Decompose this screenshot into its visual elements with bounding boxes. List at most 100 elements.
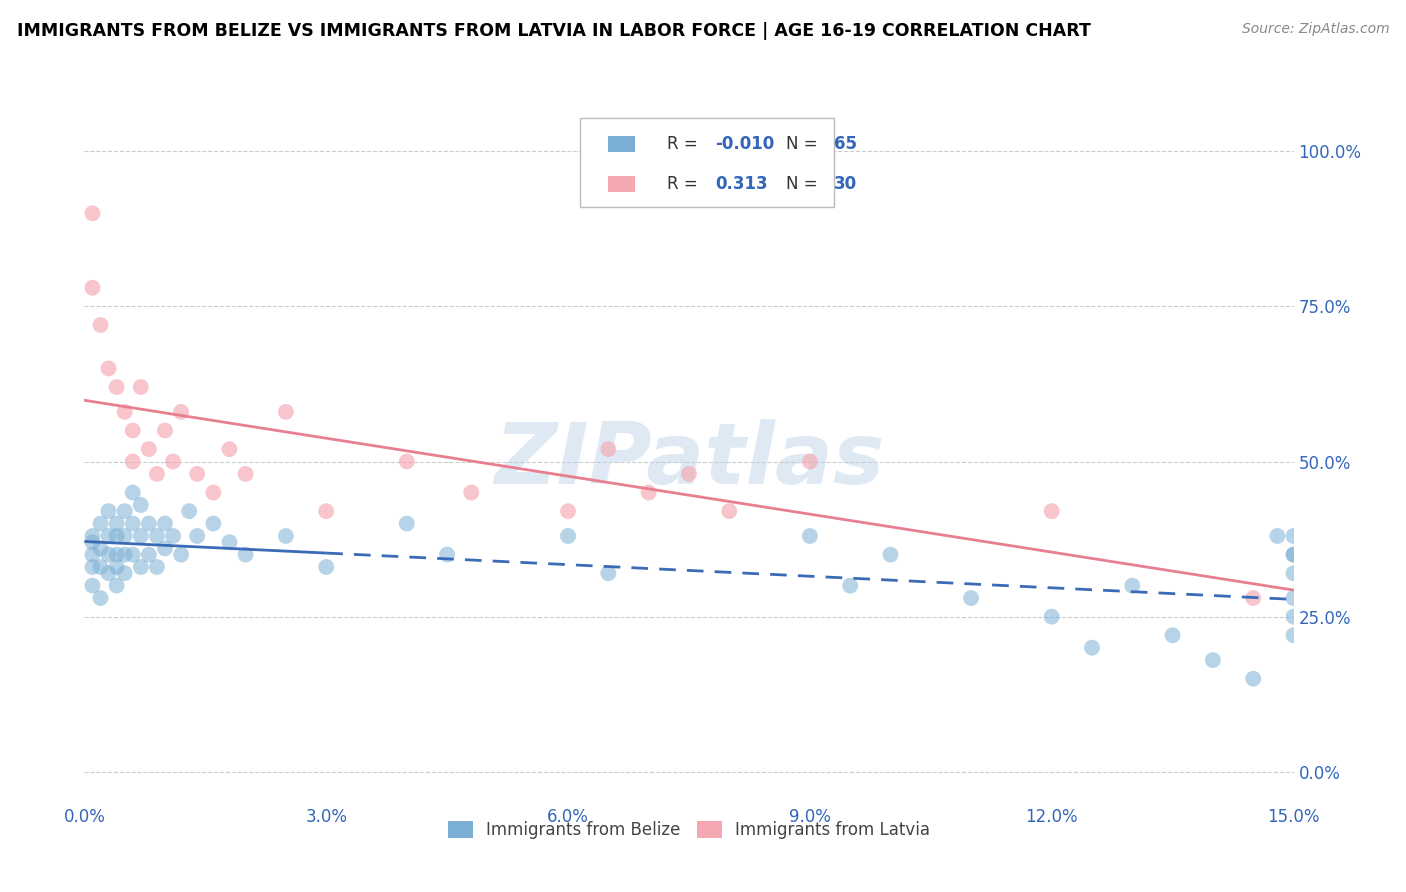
Point (718, 504, 741, 518)
Point (1081, 640, 1104, 655)
Point (105, 516, 128, 531)
Point (146, 467, 169, 481)
Point (186, 529, 208, 543)
Point (146, 560, 169, 574)
Point (960, 591, 983, 605)
Point (218, 442, 240, 456)
Point (114, 566, 136, 581)
Point (1161, 628, 1184, 642)
Point (170, 405, 193, 419)
Point (82, 206, 104, 220)
Point (129, 498, 152, 512)
Point (1282, 628, 1305, 642)
Point (121, 454, 143, 468)
Point (1282, 566, 1305, 581)
Point (82, 579, 104, 593)
Point (179, 504, 201, 518)
Point (89, 560, 111, 574)
Point (1040, 504, 1063, 518)
Point (121, 424, 143, 438)
Point (97, 566, 120, 581)
Point (839, 579, 862, 593)
Point (799, 529, 821, 543)
Point (105, 560, 128, 574)
Point (395, 516, 418, 531)
Point (138, 442, 160, 456)
Point (202, 516, 225, 531)
Point (153, 516, 176, 531)
Point (235, 548, 257, 562)
Point (202, 485, 225, 500)
Point (153, 424, 176, 438)
Point (129, 529, 152, 543)
Point (1040, 609, 1063, 624)
Point (114, 504, 136, 518)
Point (129, 380, 152, 394)
Point (395, 454, 418, 468)
Text: N =: N = (786, 175, 823, 193)
Text: -0.010: -0.010 (716, 136, 775, 153)
Point (186, 467, 208, 481)
Point (153, 541, 176, 556)
Point (557, 504, 579, 518)
Point (162, 454, 184, 468)
Point (598, 442, 620, 456)
Point (162, 529, 184, 543)
Point (114, 548, 136, 562)
Point (121, 548, 143, 562)
Point (436, 548, 458, 562)
Text: 0.313: 0.313 (716, 175, 768, 193)
Point (1202, 653, 1225, 667)
Point (89, 541, 111, 556)
Point (1282, 548, 1305, 562)
Point (315, 560, 337, 574)
Point (138, 516, 160, 531)
Point (170, 548, 193, 562)
Point (89, 318, 111, 332)
Point (97, 529, 120, 543)
Point (129, 560, 152, 574)
Text: ZIPatlas: ZIPatlas (494, 418, 884, 502)
Point (114, 405, 136, 419)
Bar (607, 136, 634, 153)
Point (218, 535, 240, 549)
Point (274, 405, 297, 419)
Text: 30: 30 (834, 175, 858, 193)
Text: Source: ZipAtlas.com: Source: ZipAtlas.com (1241, 22, 1389, 37)
Point (1267, 529, 1289, 543)
Point (146, 529, 169, 543)
Point (799, 454, 821, 468)
Point (97, 504, 120, 518)
Bar (607, 176, 634, 192)
Point (1282, 548, 1305, 562)
Text: R =: R = (668, 175, 703, 193)
Point (138, 548, 160, 562)
Point (121, 516, 143, 531)
Point (82, 535, 104, 549)
FancyBboxPatch shape (581, 118, 834, 207)
Point (637, 485, 659, 500)
Point (121, 485, 143, 500)
Point (89, 591, 111, 605)
Point (82, 529, 104, 543)
Point (274, 529, 297, 543)
Point (105, 529, 128, 543)
Point (598, 566, 620, 581)
Point (1241, 672, 1264, 686)
Point (1282, 529, 1305, 543)
Legend: Immigrants from Belize, Immigrants from Latvia: Immigrants from Belize, Immigrants from … (441, 814, 936, 846)
Point (235, 467, 257, 481)
Text: IMMIGRANTS FROM BELIZE VS IMMIGRANTS FROM LATVIA IN LABOR FORCE | AGE 16-19 CORR: IMMIGRANTS FROM BELIZE VS IMMIGRANTS FRO… (17, 22, 1091, 40)
Point (97, 548, 120, 562)
Point (1121, 579, 1143, 593)
Point (460, 485, 482, 500)
Point (82, 281, 104, 295)
Point (82, 548, 104, 562)
Point (114, 529, 136, 543)
Point (557, 529, 579, 543)
Point (105, 548, 128, 562)
Point (89, 516, 111, 531)
Text: 65: 65 (834, 136, 858, 153)
Text: N =: N = (786, 136, 823, 153)
Point (97, 361, 120, 376)
